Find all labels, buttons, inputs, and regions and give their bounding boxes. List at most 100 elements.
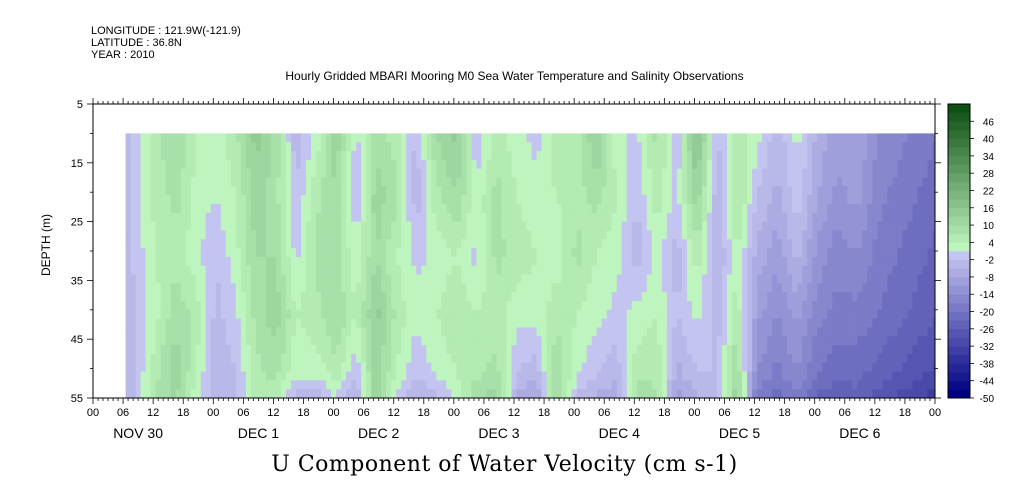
heatmap-cell [651,230,658,240]
heatmap-cell [752,212,758,222]
heatmap-cell [371,168,377,178]
heatmap-cell [361,336,367,346]
heatmap-cell [907,283,913,293]
heatmap-cell [546,239,552,249]
heatmap-cell [887,309,893,320]
heatmap-cell [646,300,653,311]
heatmap-cell [576,177,583,187]
heatmap-cell [265,159,272,170]
heatmap-cell [280,380,287,390]
heatmap-cell [180,371,187,381]
heatmap-cell [932,212,936,222]
heatmap-cell [260,336,267,346]
heatmap-cell [661,283,668,293]
heatmap-cell [260,265,267,275]
heatmap-cell [847,159,853,170]
heatmap-cell [747,292,753,302]
heatmap-cell [285,212,292,222]
heatmap-cell [185,353,192,364]
heatmap-cell [341,345,347,355]
heatmap-cell [686,151,693,161]
heatmap-cell [882,309,888,320]
heatmap-cell [446,345,452,355]
heatmap-cell [336,142,342,152]
heatmap-cell [591,133,598,143]
heatmap-cell [300,362,307,372]
heatmap-cell [501,318,507,328]
heatmap-cell [862,336,868,346]
heatmap-cell [556,265,563,275]
heatmap-cell [441,186,447,196]
heatmap-cell [626,151,633,161]
heatmap-cell [446,195,452,205]
heatmap-cell [481,362,487,372]
heatmap-cell [571,309,578,320]
heatmap-cell [852,309,858,320]
heatmap-cell [772,239,778,249]
heatmap-cell [160,283,167,293]
heatmap-cell [376,345,382,355]
heatmap-cell [326,380,332,390]
heatmap-cell [426,142,432,152]
heatmap-cell [411,309,417,320]
heatmap-cell [316,133,322,143]
heatmap-cell [792,168,798,178]
heatmap-cell [621,318,628,328]
heatmap-cell [511,151,517,161]
heatmap-cell [581,186,588,196]
heatmap-cell [476,186,482,196]
heatmap-cell [752,327,758,337]
heatmap-cell [526,300,532,311]
heatmap-cell [476,221,482,231]
heatmap-cell [646,221,653,231]
heatmap-cell [601,177,608,187]
heatmap-cell [145,186,152,196]
heatmap-cell [721,159,728,170]
heatmap-cell [737,265,743,275]
heatmap-cell [686,212,693,222]
heatmap-cell [606,292,613,302]
heatmap-cell [125,133,131,143]
heatmap-cell [822,239,828,249]
heatmap-cell [516,151,522,161]
heatmap-cell [797,309,803,320]
heatmap-cell [210,133,217,143]
heatmap-cell [140,248,147,258]
heatmap-cell [306,309,312,320]
heatmap-cell [922,283,928,293]
heatmap-cell [897,292,903,302]
heatmap-cell [797,389,803,399]
heatmap-cell [356,283,362,293]
heatmap-cell [220,318,227,328]
heatmap-cell [902,239,908,249]
heatmap-cell [877,203,883,214]
heatmap-cell [636,186,643,196]
heatmap-cell [361,283,367,293]
heatmap-cell [872,371,878,381]
heatmap-cell [331,345,337,355]
heatmap-cell [792,230,798,240]
heatmap-cell [125,203,131,214]
heatmap-cell [606,300,613,311]
heatmap-cell [902,221,908,231]
heatmap-cell [531,168,537,178]
heatmap-cell [892,159,898,170]
heatmap-cell [130,336,137,346]
heatmap-cell [406,256,412,267]
heatmap-cell [571,380,578,390]
heatmap-cell [666,371,673,381]
heatmap-cell [611,265,618,275]
heatmap-cell [180,292,187,302]
heatmap-cell [651,283,658,293]
heatmap-cell [752,283,758,293]
heatmap-cell [721,336,728,346]
heatmap-cell [456,203,462,214]
heatmap-cell [270,177,277,187]
heatmap-cell [932,389,936,399]
heatmap-cell [716,265,723,275]
heatmap-cell [847,177,853,187]
heatmap-cell [195,212,202,222]
heatmap-cell [877,239,883,249]
heatmap-cell [561,336,568,346]
heatmap-cell [666,142,673,152]
